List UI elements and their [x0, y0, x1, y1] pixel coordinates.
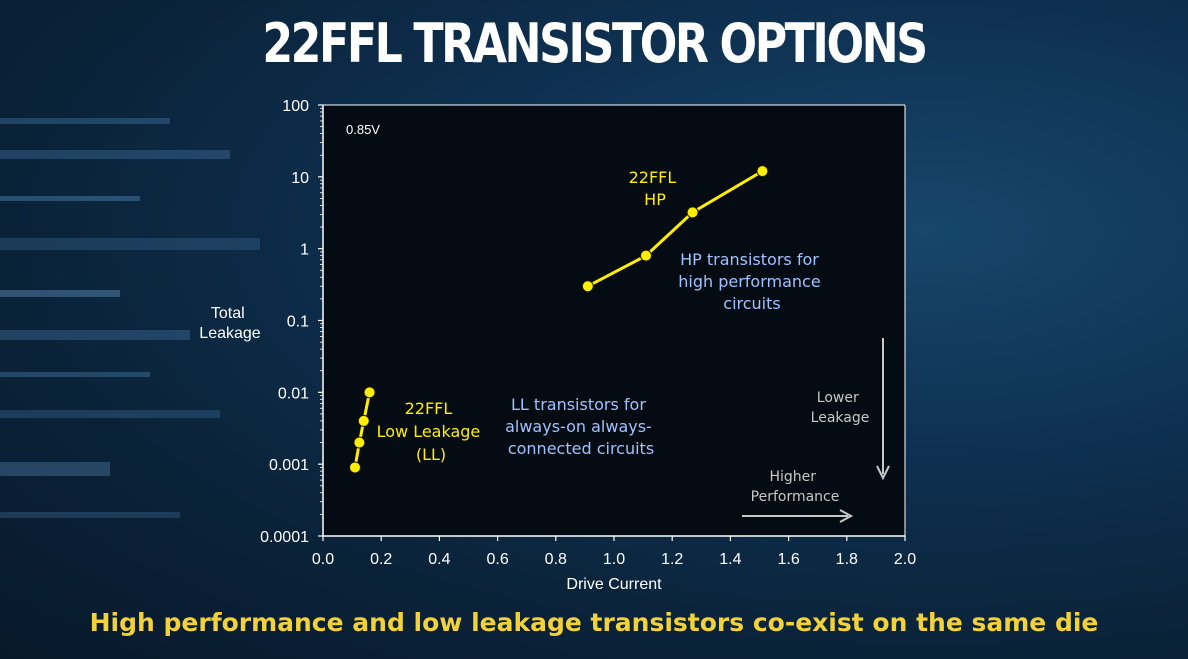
- y-tick-label: 0.001: [269, 457, 309, 474]
- y-tick-label: 100: [282, 98, 309, 115]
- hp-data-point: [756, 165, 769, 178]
- axis-ticks: [318, 104, 906, 541]
- ll-series-label: 22FFL Low Leakage (LL): [377, 399, 486, 464]
- annotation-line: Performance: [751, 489, 840, 505]
- ll-series-line: [353, 392, 372, 468]
- y-axis-label: Total Leakage: [199, 305, 260, 342]
- x-tick-label: 1.8: [836, 551, 858, 568]
- y-tick-label: 0.01: [278, 385, 309, 402]
- annotation-line: circuits: [723, 294, 780, 313]
- annotation-line: Lower: [817, 390, 859, 406]
- annotation-line: Leakage: [811, 410, 870, 426]
- annotation-line: connected circuits: [508, 439, 654, 458]
- annotation-line: always-on always-: [505, 417, 652, 436]
- x-tick-label: 0.2: [370, 551, 392, 568]
- x-tick-label: 0.4: [428, 551, 450, 568]
- down-arrow-icon: [876, 465, 890, 481]
- plot-area: [323, 105, 905, 536]
- annotation-line: HP transistors for: [680, 250, 819, 269]
- annotation-line: Higher: [770, 469, 817, 485]
- x-tick-label: 0.6: [486, 551, 508, 568]
- series-label-line: 22FFL: [405, 399, 453, 418]
- right-arrow-icon: [839, 509, 854, 523]
- data-series: [349, 165, 769, 474]
- ll-data-point: [363, 386, 376, 399]
- x-tick-label: 1.4: [719, 551, 741, 568]
- hp-series-line: [587, 169, 764, 288]
- hp-data-point: [686, 206, 699, 219]
- annotation-line: LL transistors for: [511, 395, 646, 414]
- x-tick-label: 1.2: [661, 551, 683, 568]
- axis-tick-labels: 0.0 0.2 0.4 0.6 0.8 1.0 1.2 1.4 1.6 1.8 2.0 100 10 1 0…: [260, 98, 916, 568]
- x-tick-label: 2.0: [894, 551, 916, 568]
- hp-series-label: 22FFL HP: [629, 168, 682, 209]
- higher-performance-label: Higher Performance: [751, 469, 840, 505]
- series-label-line: HP: [644, 190, 666, 209]
- x-tick-label: 1.0: [603, 551, 625, 568]
- y-tick-label: 10: [291, 170, 309, 187]
- ll-data-point: [349, 461, 362, 474]
- lower-leakage-label: Lower Leakage: [811, 390, 870, 426]
- hp-annotation: HP transistors for high performance circ…: [678, 250, 826, 313]
- hp-data-point: [581, 280, 594, 293]
- annotation-line: high performance: [678, 272, 820, 291]
- x-tick-label: 1.6: [777, 551, 799, 568]
- ll-data-point: [353, 436, 366, 449]
- y-tick-label: 0.1: [287, 314, 309, 331]
- slide-subtitle: High performance and low leakage transis…: [89, 608, 1099, 637]
- y-axis-label-line: Total: [211, 305, 245, 322]
- x-tick-label: 0.0: [312, 551, 334, 568]
- y-tick-label: 0.0001: [260, 529, 309, 546]
- series-label-line: 22FFL: [629, 168, 677, 187]
- y-axis-label-line: Leakage: [199, 325, 260, 342]
- x-axis-label: Drive Current: [566, 576, 662, 593]
- series-label-line: (LL): [416, 445, 446, 464]
- y-tick-label: 1: [300, 242, 309, 259]
- corner-label: 0.85V: [346, 122, 380, 137]
- ll-annotation: LL transistors for always-on always- con…: [505, 395, 657, 458]
- page-title: 22FFL TRANSISTOR OPTIONS: [262, 12, 928, 75]
- x-tick-label: 0.8: [545, 551, 567, 568]
- series-label-line: Low Leakage: [377, 422, 481, 441]
- ll-data-point: [357, 414, 370, 427]
- hp-data-point: [640, 249, 653, 262]
